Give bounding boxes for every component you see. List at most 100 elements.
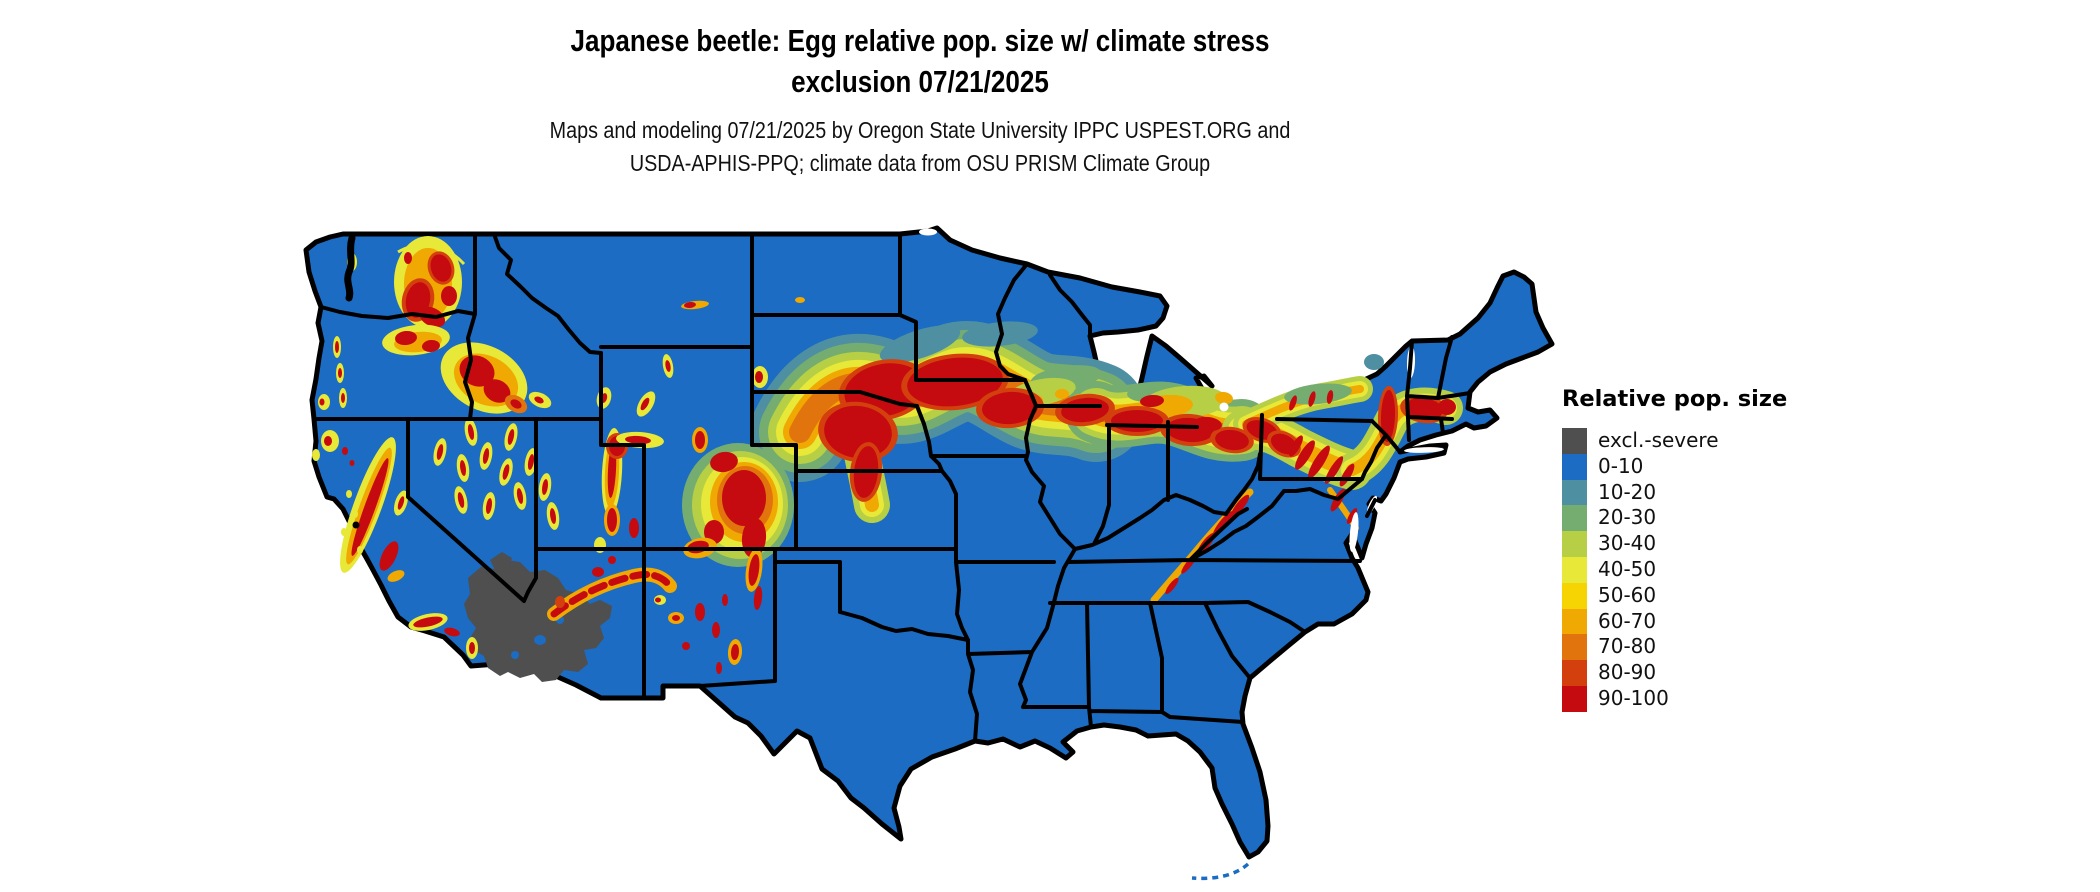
map-shape: [460, 460, 466, 476]
legend-label: 50-60: [1598, 582, 1657, 607]
map-shape: [467, 424, 475, 440]
map-shape: [351, 458, 389, 556]
map-shape: [1165, 577, 1179, 595]
map-shape: [1289, 395, 1297, 411]
map-shape: [486, 498, 492, 514]
legend-swatch-c70: [1562, 634, 1587, 661]
map-shape: [1061, 397, 1109, 423]
map-shape: [404, 252, 412, 264]
map-shape: [430, 254, 452, 282]
map-shape: [534, 635, 546, 645]
lake-of-the-woods: [919, 228, 937, 236]
map-shape: [640, 397, 650, 411]
legend-swatch-c0: [1562, 453, 1587, 480]
map-shape: [341, 393, 345, 403]
western-hotspots: [312, 236, 805, 674]
legend-swatch-c60: [1562, 608, 1587, 635]
map-shape: [704, 520, 724, 544]
map-shape: [349, 460, 355, 466]
map-shape: [665, 360, 671, 372]
map-shape: [629, 518, 639, 538]
exclusion-region: [464, 552, 612, 682]
map-shape: [716, 662, 722, 674]
map-shape: [682, 642, 690, 650]
map-shape: [1295, 440, 1315, 470]
map-shape: [352, 510, 358, 518]
map-shape: [695, 603, 705, 621]
band-fringe-patches: [879, 321, 1384, 419]
map-shape: [1308, 391, 1316, 407]
map-shape: [482, 448, 490, 464]
map-shape: [341, 528, 347, 536]
map-shape: [592, 567, 604, 577]
map-shape: [422, 339, 440, 353]
map-shape: [312, 232, 1472, 743]
map-shape: [555, 596, 565, 608]
map-shape: [413, 616, 443, 628]
legend-label: 30-40: [1598, 531, 1657, 556]
map-shape: [387, 570, 405, 582]
map-shape: [507, 429, 515, 445]
map-shape: [527, 454, 535, 470]
map-shape: [542, 479, 548, 495]
map-shape: [534, 396, 544, 404]
map-shape: [1230, 494, 1250, 518]
map-shape: [457, 492, 465, 508]
map-shape: [550, 570, 674, 618]
map-shape: [1194, 416, 1222, 432]
map-shape: [516, 488, 524, 504]
map-shape: [608, 556, 616, 564]
legend-swatch-c50: [1562, 582, 1587, 609]
legend-swatch-c20: [1562, 505, 1587, 532]
map-shape: [672, 615, 680, 621]
legend-swatch-c30: [1562, 531, 1587, 557]
legend: Relative pop. size excl.-severe 0-10 10-20…: [1562, 386, 1787, 712]
map-shape: [379, 541, 399, 571]
map-shape: [982, 391, 1038, 425]
map-shape: [625, 435, 651, 445]
map-shape: [469, 642, 475, 654]
legend-label: 70-80: [1598, 634, 1657, 659]
map-shape: [712, 622, 720, 638]
map-shape: [795, 297, 805, 303]
legend-label: 0-10: [1598, 453, 1644, 478]
map-shape: [722, 594, 728, 606]
conus-outline: [303, 225, 1555, 860]
map-shape: [335, 341, 339, 353]
legend-swatch-c90: [1562, 685, 1587, 712]
san-francisco-bay: [352, 521, 360, 529]
legend-label: 60-70: [1598, 608, 1657, 633]
map-shape: [550, 508, 556, 524]
map-shape: [483, 379, 511, 403]
map-shape: [1215, 391, 1233, 405]
legend-row: 50-60: [1562, 582, 1787, 609]
map-shape: [722, 470, 766, 526]
map-shape: [319, 398, 325, 406]
map-shape: [444, 627, 460, 637]
map-shape: [357, 546, 363, 554]
map-shape: [397, 496, 405, 510]
map-shape: [748, 554, 760, 586]
legend-row: 10-20: [1562, 479, 1787, 506]
legend-label: excl.-severe: [1598, 428, 1719, 452]
map-shape: [1055, 389, 1069, 399]
legend-row: 0-10: [1562, 453, 1787, 480]
legend-label: 90-100: [1598, 685, 1669, 710]
legend-label: 40-50: [1598, 556, 1657, 581]
map-shape: [346, 490, 352, 498]
state-borders: [312, 232, 1472, 743]
map-shape: [879, 325, 961, 363]
map-shape: [753, 586, 763, 610]
legend-label: 80-90: [1598, 660, 1657, 685]
florida-keys: [1191, 862, 1250, 881]
legend-row: 90-100: [1562, 685, 1787, 712]
legend-row: 80-90: [1562, 660, 1787, 686]
map-shape: [342, 447, 348, 455]
lake-st-clair: [1219, 402, 1229, 412]
map-shape: [695, 431, 705, 449]
legend-row: 30-40: [1562, 531, 1787, 557]
map-shape: [607, 508, 617, 532]
map-shape: [464, 560, 612, 682]
